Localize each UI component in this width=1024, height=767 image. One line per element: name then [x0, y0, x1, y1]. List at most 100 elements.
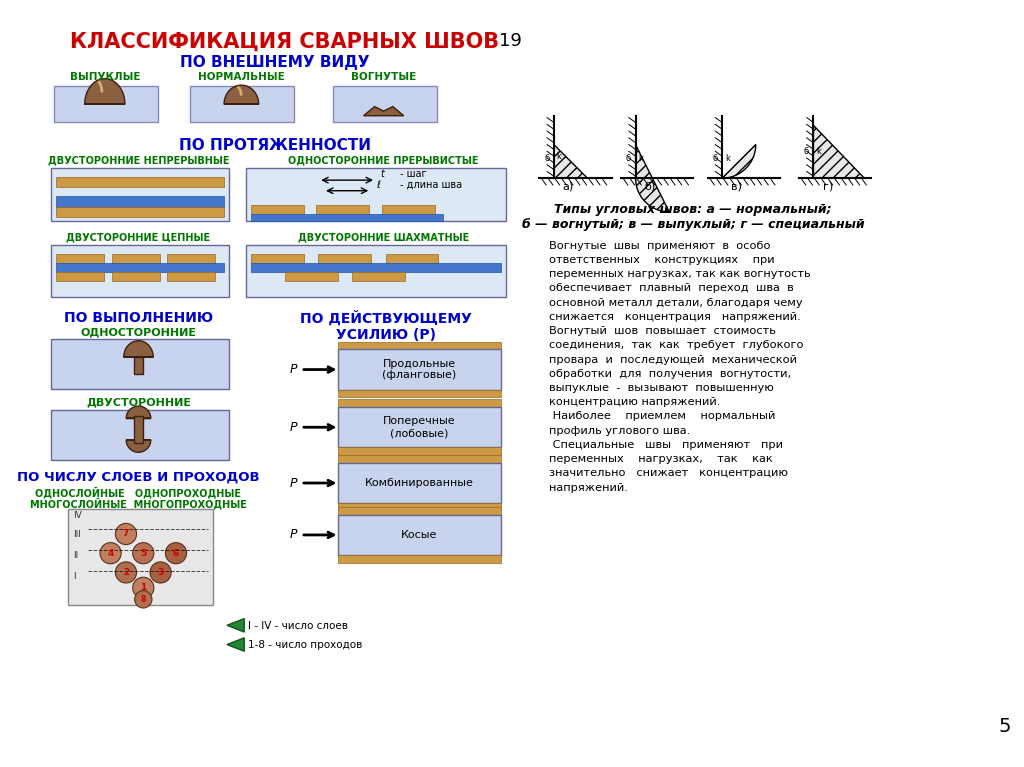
Circle shape	[166, 542, 186, 564]
Bar	[251, 214, 443, 222]
Text: г): г)	[822, 182, 833, 192]
Bar	[316, 205, 370, 214]
Text: ДВУСТОРОННИЕ НЕПРЕРЫВНЫЕ: ДВУСТОРОННИЕ НЕПРЕРЫВНЫЕ	[48, 155, 229, 165]
Bar	[251, 254, 304, 263]
Bar	[54, 86, 158, 123]
Polygon shape	[85, 79, 125, 104]
Text: - шаг: - шаг	[400, 170, 427, 179]
Text: Комбинированные: Комбинированные	[365, 478, 474, 488]
Text: ОДНОСТОРОННИЕ: ОДНОСТОРОННИЕ	[81, 328, 197, 337]
Text: переменных нагрузках, так как вогнутость: переменных нагрузках, так как вогнутость	[549, 269, 811, 279]
Bar	[55, 196, 224, 207]
Text: I - IV - число слоев: I - IV - число слоев	[248, 621, 348, 630]
Polygon shape	[813, 125, 864, 178]
Text: обработки  для  получения  вогнутости,: обработки для получения вогнутости,	[549, 369, 792, 379]
Text: Специальные   швы   применяют   при: Специальные швы применяют при	[549, 440, 783, 450]
Bar	[55, 254, 103, 263]
Text: снижается   концентрация   напряжений.: снижается концентрация напряжений.	[549, 312, 801, 322]
Circle shape	[116, 562, 136, 583]
Bar	[338, 349, 501, 390]
Bar	[333, 86, 436, 123]
Polygon shape	[722, 144, 756, 178]
Text: ПО ДЕЙСТВУЮЩЕМУ
УСИЛИЮ (Р): ПО ДЕЙСТВУЮЩЕМУ УСИЛИЮ (Р)	[300, 311, 471, 342]
Text: t: t	[381, 170, 385, 179]
Text: напряжений.: напряжений.	[549, 482, 628, 492]
Circle shape	[100, 542, 121, 564]
Text: б: б	[626, 154, 631, 163]
Bar	[318, 254, 371, 263]
Text: ДВУСТОРОННИЕ ЦЕПНЫЕ: ДВУСТОРОННИЕ ЦЕПНЫЕ	[67, 232, 211, 242]
Bar	[51, 168, 228, 221]
Text: значительно   снижает   концентрацию: значительно снижает концентрацию	[549, 469, 788, 479]
Polygon shape	[364, 107, 403, 116]
Bar	[112, 272, 160, 281]
Text: переменных    нагрузках,    так    как: переменных нагрузках, так как	[549, 454, 773, 464]
Text: обеспечивает  плавный  переход  шва  в: обеспечивает плавный переход шва в	[549, 284, 794, 294]
Text: 4: 4	[108, 548, 114, 558]
Bar	[55, 177, 224, 187]
Circle shape	[133, 542, 154, 564]
Text: б: б	[713, 154, 718, 163]
Bar	[338, 503, 501, 511]
Text: ПО ВНЕШНЕМУ ВИДУ: ПО ВНЕШНЕМУ ВИДУ	[180, 55, 370, 70]
Bar	[55, 272, 103, 281]
Polygon shape	[124, 341, 154, 357]
Text: б: б	[804, 147, 809, 156]
Text: ответственных    конструкциях    при: ответственных конструкциях при	[549, 255, 774, 265]
Bar	[338, 341, 501, 349]
Text: Вогнутые  швы  применяют  в  особо: Вогнутые швы применяют в особо	[549, 241, 770, 251]
Text: Наиболее    приемлем    нормальный: Наиболее приемлем нормальный	[549, 411, 775, 422]
Circle shape	[134, 591, 152, 608]
Bar	[55, 263, 224, 272]
Text: профиль углового шва.: профиль углового шва.	[549, 426, 690, 436]
Bar	[246, 245, 506, 298]
Text: ℓ: ℓ	[376, 179, 380, 190]
Text: ПО ЧИСЛУ СЛОЕВ И ПРОХОДОВ: ПО ЧИСЛУ СЛОЕВ И ПРОХОДОВ	[17, 470, 260, 483]
Bar	[134, 357, 143, 374]
Bar	[338, 555, 501, 563]
Bar	[338, 515, 501, 555]
Text: k: k	[725, 154, 730, 163]
Text: 7: 7	[123, 529, 129, 538]
Text: Типы угловых швов: а — нормальный;: Типы угловых швов: а — нормальный;	[554, 203, 833, 216]
Bar	[134, 416, 143, 443]
Bar	[167, 254, 215, 263]
Bar	[338, 400, 501, 407]
Bar	[112, 254, 160, 263]
Text: P: P	[290, 421, 297, 434]
Polygon shape	[636, 144, 670, 212]
Polygon shape	[224, 85, 259, 104]
Bar	[167, 272, 215, 281]
Text: ВЫПУКЛЫЕ: ВЫПУКЛЫЕ	[70, 72, 140, 83]
Text: ВОГНУТЫЕ: ВОГНУТЫЕ	[351, 72, 417, 83]
Text: P: P	[290, 476, 297, 489]
Text: P: P	[290, 528, 297, 542]
Text: ПО ПРОТЯЖЕННОСТИ: ПО ПРОТЯЖЕННОСТИ	[179, 138, 371, 153]
Bar	[382, 205, 434, 214]
Text: ОДНОСТОРОННИЕ ПРЕРЫВИСТЫЕ: ОДНОСТОРОННИЕ ПРЕРЫВИСТЫЕ	[289, 155, 479, 165]
Text: 1: 1	[140, 584, 146, 592]
Bar	[338, 507, 501, 515]
Bar	[51, 410, 228, 460]
Text: I: I	[73, 572, 76, 581]
Text: провара  и  последующей  механической: провара и последующей механической	[549, 354, 797, 364]
Bar	[338, 407, 501, 447]
Bar	[338, 390, 501, 397]
Text: МНОГОСЛОЙНЫЕ  МНОГОПРОХОДНЫЕ: МНОГОСЛОЙНЫЕ МНОГОПРОХОДНЫЕ	[30, 498, 247, 509]
Bar	[338, 455, 501, 463]
Text: ПО ВЫПОЛНЕНИЮ: ПО ВЫПОЛНЕНИЮ	[63, 311, 213, 325]
Text: б — вогнутый; в — выпуклый; г — специальный: б — вогнутый; в — выпуклый; г — специаль…	[522, 218, 864, 231]
Text: II: II	[73, 551, 79, 560]
Text: КЛАССИФИКАЦИЯ СВАРНЫХ ШВОВ: КЛАССИФИКАЦИЯ СВАРНЫХ ШВОВ	[70, 32, 499, 52]
Circle shape	[116, 523, 136, 545]
Text: Продольные
(фланговые): Продольные (фланговые)	[382, 359, 457, 380]
Text: IV: IV	[73, 511, 82, 520]
Polygon shape	[554, 144, 588, 178]
Bar	[190, 86, 294, 123]
Text: III: III	[73, 530, 81, 539]
Text: а): а)	[562, 182, 573, 192]
Text: 1-8 - число проходов: 1-8 - число проходов	[248, 640, 362, 650]
Text: 5: 5	[998, 717, 1011, 736]
Polygon shape	[126, 406, 151, 419]
Polygon shape	[227, 638, 245, 651]
